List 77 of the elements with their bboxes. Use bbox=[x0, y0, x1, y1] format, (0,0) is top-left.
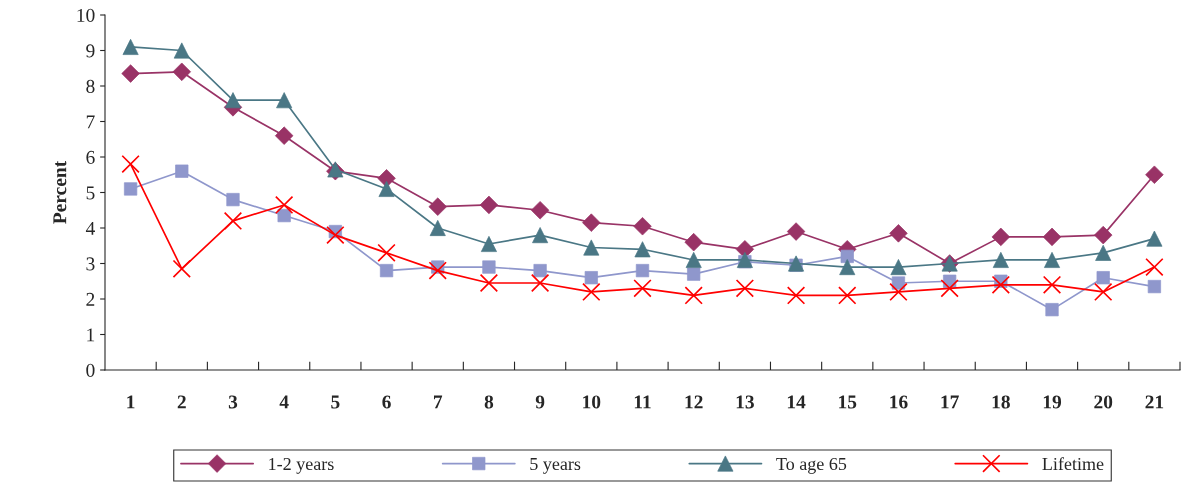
point bbox=[583, 239, 600, 256]
point bbox=[736, 251, 753, 268]
point bbox=[1044, 251, 1061, 268]
x-tick-label: 3 bbox=[228, 395, 238, 409]
y-tick-label: 5 bbox=[86, 186, 95, 200]
point bbox=[1147, 279, 1161, 294]
x-tick-label: 16 bbox=[890, 395, 908, 409]
y-tick-label: 1 bbox=[87, 328, 95, 342]
point bbox=[633, 279, 652, 298]
x-tick-label: 21 bbox=[1145, 395, 1164, 409]
x-tick-label: 12 bbox=[685, 395, 703, 409]
x-tick-label: 14 bbox=[787, 395, 806, 409]
point bbox=[1096, 271, 1110, 285]
y-tick-label: 0 bbox=[86, 363, 95, 377]
y-axis-title: Percent bbox=[53, 160, 67, 224]
x-tick-label: 8 bbox=[484, 395, 494, 409]
point bbox=[480, 235, 497, 252]
x-tick-label: 10 bbox=[583, 395, 601, 409]
y-tick-label: 10 bbox=[77, 8, 95, 22]
point bbox=[124, 182, 138, 196]
point bbox=[377, 243, 396, 263]
y-tick-label: 3 bbox=[86, 257, 95, 271]
y-tick-label: 8 bbox=[86, 79, 95, 93]
point bbox=[992, 251, 1009, 268]
point bbox=[226, 193, 240, 207]
legend-label: Lifetime bbox=[1042, 457, 1104, 471]
y-tick-label: 4 bbox=[85, 221, 95, 235]
y-tick-label: 9 bbox=[86, 44, 95, 58]
point bbox=[274, 126, 294, 145]
point bbox=[121, 154, 140, 174]
point bbox=[991, 275, 1011, 294]
point bbox=[172, 259, 191, 278]
x-tick-label: 11 bbox=[634, 395, 651, 409]
x-tick-label: 6 bbox=[382, 395, 391, 409]
point bbox=[530, 273, 550, 293]
point bbox=[274, 195, 294, 215]
point bbox=[276, 92, 293, 109]
x-tick-label: 1 bbox=[127, 395, 135, 409]
point bbox=[224, 92, 241, 109]
point bbox=[684, 286, 703, 305]
x-tick-label: 18 bbox=[992, 395, 1010, 409]
point bbox=[1094, 282, 1113, 302]
point bbox=[582, 282, 601, 302]
x-tick-label: 17 bbox=[941, 395, 959, 409]
x-tick-label: 5 bbox=[331, 395, 340, 409]
legend-label: To age 65 bbox=[776, 457, 847, 474]
point bbox=[326, 225, 345, 245]
x-tick-label: 9 bbox=[535, 395, 545, 409]
point bbox=[889, 282, 908, 302]
x-tick-label: 20 bbox=[1094, 395, 1113, 409]
legend-label: 5 years bbox=[530, 458, 581, 474]
point bbox=[840, 249, 854, 263]
point bbox=[379, 264, 394, 278]
x-tick-label: 7 bbox=[433, 395, 443, 409]
legend-label: 1-2 years bbox=[269, 457, 334, 474]
point bbox=[428, 261, 447, 280]
point bbox=[735, 279, 755, 298]
point bbox=[1045, 303, 1059, 317]
x-tick-label: 19 bbox=[1043, 395, 1062, 409]
point bbox=[1145, 257, 1164, 277]
point bbox=[223, 211, 243, 231]
point bbox=[838, 286, 857, 305]
point bbox=[1042, 275, 1062, 294]
y-tick-label: 7 bbox=[86, 115, 95, 129]
y-tick-label: 2 bbox=[86, 292, 95, 306]
point bbox=[532, 227, 549, 244]
x-tick-label: 13 bbox=[736, 395, 754, 409]
point bbox=[940, 279, 959, 298]
x-tick-label: 15 bbox=[839, 395, 857, 409]
y-tick-label: 6 bbox=[86, 150, 95, 164]
point bbox=[786, 286, 806, 305]
point bbox=[633, 217, 652, 236]
point bbox=[687, 267, 701, 281]
x-tick-label: 2 bbox=[177, 395, 186, 409]
point bbox=[479, 273, 499, 293]
x-tick-label: 4 bbox=[279, 395, 289, 409]
point bbox=[584, 271, 598, 285]
